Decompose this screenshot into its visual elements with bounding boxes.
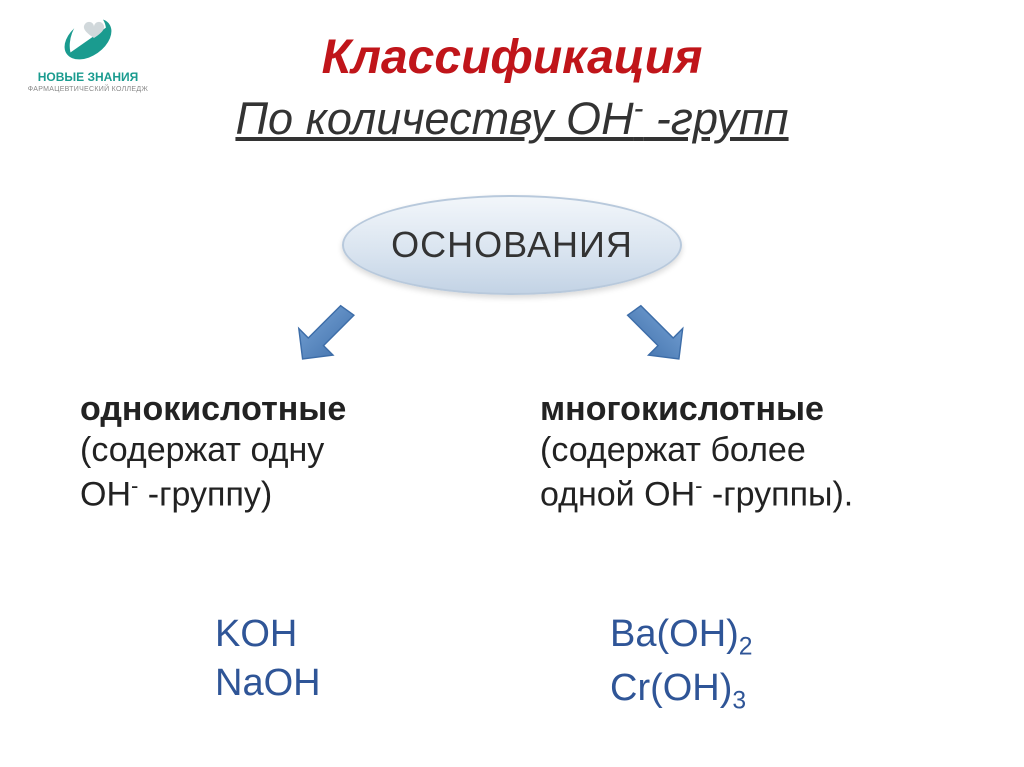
left-desc-line1: (содержат одну	[80, 431, 324, 469]
right-branch: многокислотные (содержат более одной ОН-…	[540, 390, 960, 515]
subtitle-prefix: По количеству ОН	[235, 93, 633, 144]
slide-subtitle: По количеству ОН- -групп	[0, 93, 1024, 145]
right-branch-title: многокислотные	[540, 390, 960, 429]
right-desc-line2b: -группы).	[702, 475, 853, 513]
left-desc-line2b: -группу)	[138, 475, 272, 513]
right-ex1-formula: Ba(OH)	[610, 613, 739, 655]
left-branch: однокислотные (содержат одну ОН- -группу…	[80, 390, 500, 515]
right-ex2-formula: Cr(OH)	[610, 667, 732, 709]
right-ex2-sub: 3	[732, 687, 746, 714]
root-node-oval: ОСНОВАНИЯ	[342, 195, 682, 295]
right-desc-line2a: одной ОН	[540, 475, 695, 513]
arrow-left-icon	[295, 300, 365, 370]
right-desc-line1: (содержат более	[540, 431, 806, 469]
root-node-label: ОСНОВАНИЯ	[391, 224, 633, 266]
subtitle-suffix: -групп	[643, 93, 788, 144]
left-branch-title: однокислотные	[80, 390, 500, 429]
arrow-right-icon	[620, 300, 690, 370]
left-examples: KOH NaOH	[215, 610, 321, 709]
right-ex1-sub: 2	[739, 634, 753, 661]
left-example-1: KOH	[215, 610, 321, 659]
logo-text-sub: ФАРМАЦЕВТИЧЕСКИЙ КОЛЛЕДЖ	[18, 86, 158, 93]
logo-icon	[53, 12, 123, 67]
subtitle-sup: -	[634, 93, 644, 125]
logo-text-main: НОВЫЕ ЗНАНИЯ	[18, 71, 158, 84]
right-example-1: Ba(OH)2	[610, 610, 753, 664]
logo: НОВЫЕ ЗНАНИЯ ФАРМАЦЕВТИЧЕСКИЙ КОЛЛЕДЖ	[18, 12, 158, 93]
left-desc-line2a: ОН	[80, 475, 131, 513]
right-examples: Ba(OH)2 Cr(OH)3	[610, 610, 753, 717]
left-branch-desc: (содержат одну ОН- -группу)	[80, 429, 500, 515]
left-example-2: NaOH	[215, 659, 321, 708]
right-example-2: Cr(OH)3	[610, 664, 753, 718]
right-branch-desc: (содержат более одной ОН- -группы).	[540, 429, 960, 515]
